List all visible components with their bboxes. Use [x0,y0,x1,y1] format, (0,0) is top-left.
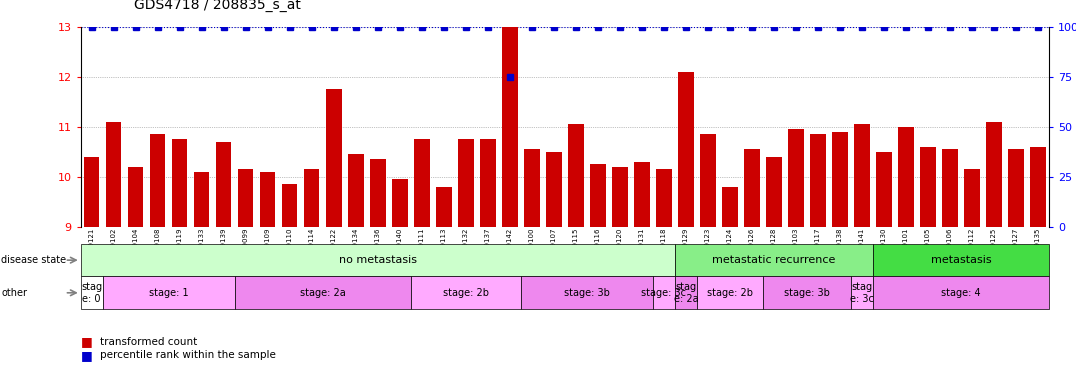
Text: no metastasis: no metastasis [339,255,416,265]
Text: transformed count: transformed count [100,337,197,347]
Bar [107,122,122,227]
Bar [678,72,694,227]
Bar [1031,147,1046,227]
Text: stag
e: 3c: stag e: 3c [850,282,874,304]
Bar [810,134,825,227]
Bar [612,167,627,227]
Bar [634,162,650,227]
Bar [943,149,958,227]
Text: stage: 1: stage: 1 [148,288,188,298]
Text: stage: 3c: stage: 3c [641,288,686,298]
Text: stag
e: 2a: stag e: 2a [674,282,698,304]
Bar [854,124,869,227]
Bar [547,152,562,227]
Text: percentile rank within the sample: percentile rank within the sample [100,350,275,360]
Text: stage: 2b: stage: 2b [443,288,489,298]
Bar [370,159,385,227]
Bar [766,157,781,227]
Bar [480,139,496,227]
Text: other: other [1,288,27,298]
Text: stage: 2b: stage: 2b [707,288,753,298]
Text: metastasis: metastasis [931,255,991,265]
Bar [502,27,518,227]
Bar [84,157,99,227]
Bar [392,179,408,227]
Bar [833,132,848,227]
Bar [150,134,166,227]
Bar [591,164,606,227]
Text: stage: 4: stage: 4 [942,288,981,298]
Bar [789,129,804,227]
Text: stage: 2a: stage: 2a [300,288,345,298]
Bar [700,134,716,227]
Bar [568,124,583,227]
Text: disease state: disease state [1,255,67,265]
Text: metastatic recurrence: metastatic recurrence [712,255,836,265]
Bar [260,172,275,227]
Bar [656,169,671,227]
Bar [876,152,892,227]
Bar [326,89,341,227]
Bar [128,167,143,227]
Text: ■: ■ [81,335,93,348]
Bar [305,169,320,227]
Bar [722,187,738,227]
Bar [1008,149,1023,227]
Bar [216,142,231,227]
Text: stag
e: 0: stag e: 0 [81,282,102,304]
Text: stage: 3b: stage: 3b [784,288,830,298]
Bar [898,127,914,227]
Bar [349,154,364,227]
Bar [436,187,452,227]
Bar [238,169,254,227]
Text: ■: ■ [81,349,93,362]
Bar [745,149,760,227]
Bar [172,139,187,227]
Bar [458,139,473,227]
Text: stage: 3b: stage: 3b [564,288,610,298]
Bar [194,172,210,227]
Text: GDS4718 / 208835_s_at: GDS4718 / 208835_s_at [134,0,301,12]
Bar [987,122,1002,227]
Bar [414,139,429,227]
Bar [920,147,936,227]
Bar [282,184,297,227]
Bar [524,149,539,227]
Bar [964,169,980,227]
